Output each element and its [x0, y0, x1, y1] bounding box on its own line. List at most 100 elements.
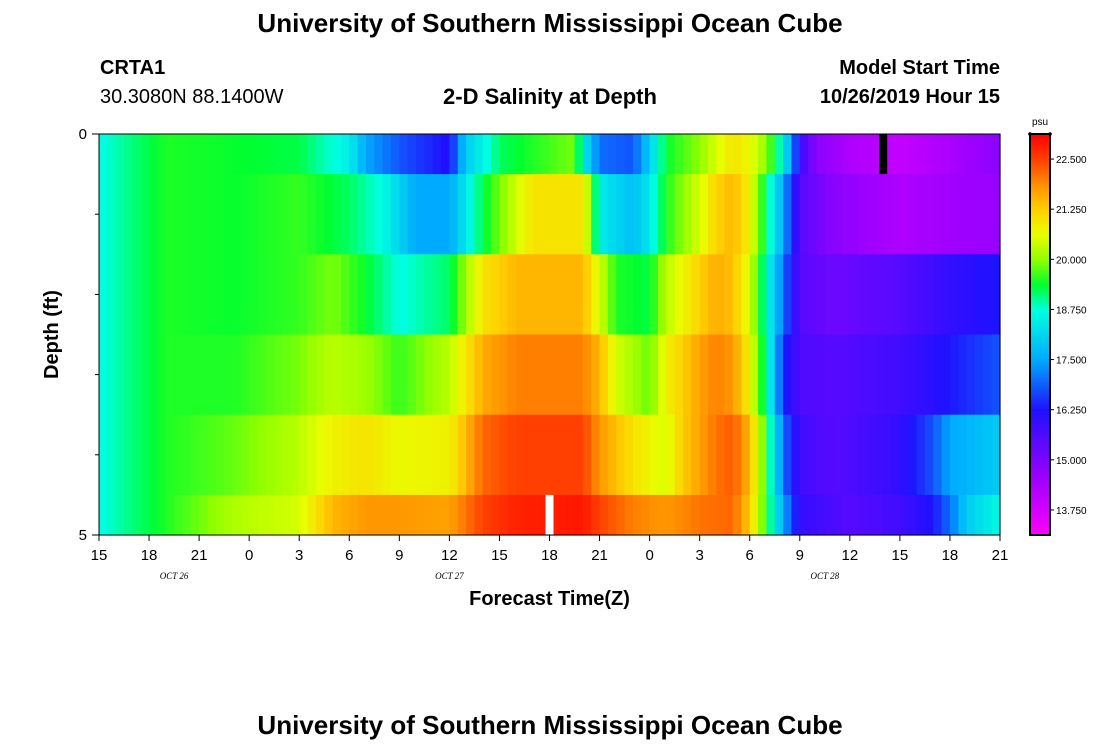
- heatmap-cell: [783, 134, 793, 175]
- heatmap-cell: [599, 334, 609, 416]
- heatmap-cell: [991, 254, 1001, 336]
- heatmap-cell: [849, 134, 859, 175]
- time-marker: [545, 494, 554, 535]
- colorbar-segment: [1030, 302, 1050, 305]
- heatmap-cell: [466, 134, 476, 175]
- colorbar-segment: [1030, 238, 1050, 241]
- heatmap-cell: [924, 254, 934, 336]
- heatmap-cell: [290, 334, 300, 416]
- heatmap-cell: [449, 134, 459, 175]
- heatmap-cell: [816, 494, 826, 536]
- colorbar-segment: [1030, 258, 1050, 261]
- heatmap-cell: [632, 134, 642, 175]
- heatmap-cell: [390, 414, 400, 496]
- heatmap-cell: [599, 414, 609, 496]
- heatmap-cell: [132, 134, 142, 175]
- heatmap-cell: [449, 334, 459, 416]
- colorbar-segment: [1030, 326, 1050, 329]
- heatmap-cell: [949, 494, 959, 536]
- colorbar-segment: [1030, 472, 1050, 476]
- heatmap-cell: [949, 334, 959, 416]
- colorbar-segment: [1030, 296, 1050, 299]
- heatmap-cell: [899, 414, 909, 496]
- colorbar-segment: [1030, 526, 1050, 530]
- heatmap-cell: [140, 254, 150, 336]
- heatmap-cell: [724, 254, 734, 336]
- colorbar-segment: [1030, 508, 1050, 512]
- heatmap-cell: [507, 414, 517, 496]
- colorbar-segment: [1030, 294, 1050, 297]
- heatmap-cell: [908, 174, 918, 255]
- colorbar: 13.750 15.000 16.250 17.500 18.750 20.000 21.2…: [1028, 117, 1087, 536]
- heatmap-cell: [132, 254, 142, 336]
- heatmap-cell: [182, 174, 192, 255]
- heatmap-cell: [507, 334, 517, 416]
- colorbar-segment: [1030, 504, 1050, 508]
- heatmap-cell: [407, 254, 417, 336]
- heatmap-cell: [624, 414, 634, 496]
- heatmap-cell: [499, 494, 509, 536]
- colorbar-segment: [1030, 250, 1050, 253]
- colorbar-segment: [1030, 198, 1050, 201]
- heatmap-cell: [891, 174, 901, 255]
- bottom-title: University of Southern Mississippi Ocean…: [257, 710, 843, 740]
- heatmap-cell: [416, 254, 425, 336]
- colorbar-segment: [1030, 150, 1050, 153]
- colorbar-segment: [1030, 362, 1050, 366]
- heatmap-cell: [841, 494, 851, 536]
- heatmap-cell: [841, 174, 851, 255]
- colorbar-segment: [1030, 370, 1050, 374]
- heatmap-cell: [983, 494, 993, 536]
- heatmap-cell: [774, 494, 784, 536]
- heatmap-cell: [741, 334, 751, 416]
- x-tick-label: 15: [491, 547, 508, 564]
- heatmap-cell: [240, 494, 250, 536]
- colorbar-segment: [1030, 506, 1050, 510]
- heatmap-cell: [574, 414, 584, 496]
- heatmap-cell: [607, 134, 617, 175]
- heatmap-cell: [791, 494, 801, 536]
- heatmap-cell: [274, 174, 284, 255]
- heatmap-cell: [491, 134, 501, 175]
- heatmap-cell: [382, 174, 392, 255]
- heatmap-cell: [274, 254, 284, 336]
- colorbar-segment: [1030, 256, 1050, 259]
- heatmap-cell: [624, 134, 634, 175]
- heatmap-cell: [407, 494, 417, 536]
- heatmap-cell: [974, 254, 984, 336]
- heatmap-cell: [340, 334, 350, 416]
- colorbar-segment: [1030, 240, 1050, 243]
- heatmap-cell: [557, 174, 567, 255]
- heatmap-cell: [340, 414, 350, 496]
- heatmap-cell: [691, 494, 701, 536]
- heatmap-cell: [416, 174, 425, 255]
- heatmap-cell: [766, 334, 776, 416]
- colorbar-segment: [1030, 228, 1050, 231]
- heatmap-cell: [182, 334, 192, 416]
- heatmap-cell: [174, 414, 184, 496]
- chart-title: 2-D Salinity at Depth: [443, 84, 657, 109]
- heatmap-cell: [599, 494, 609, 536]
- colorbar-segment: [1030, 262, 1050, 265]
- heatmap-cell: [641, 414, 651, 496]
- heatmap-cell: [390, 254, 400, 336]
- heatmap-cell: [733, 254, 742, 336]
- colorbar-segment: [1030, 394, 1050, 398]
- colorbar-segment: [1030, 318, 1050, 321]
- heatmap-cell: [858, 414, 868, 496]
- colorbar-segment: [1030, 514, 1050, 518]
- heatmap-cell: [549, 334, 559, 416]
- heatmap-cell: [357, 494, 367, 536]
- colorbar-tick-label: 21.250: [1056, 205, 1087, 216]
- heatmap-cell: [407, 334, 417, 416]
- heatmap-cell: [432, 494, 442, 536]
- heatmap-cell: [215, 254, 225, 336]
- heatmap-cell: [924, 494, 934, 536]
- heatmap-cell: [632, 334, 642, 416]
- heatmap-cell: [365, 174, 375, 255]
- colorbar-segment: [1030, 146, 1050, 149]
- heatmap-cell: [824, 174, 834, 255]
- colorbar-segment: [1030, 418, 1050, 422]
- heatmap-cell: [482, 134, 492, 175]
- x-tick-label: 6: [345, 547, 353, 564]
